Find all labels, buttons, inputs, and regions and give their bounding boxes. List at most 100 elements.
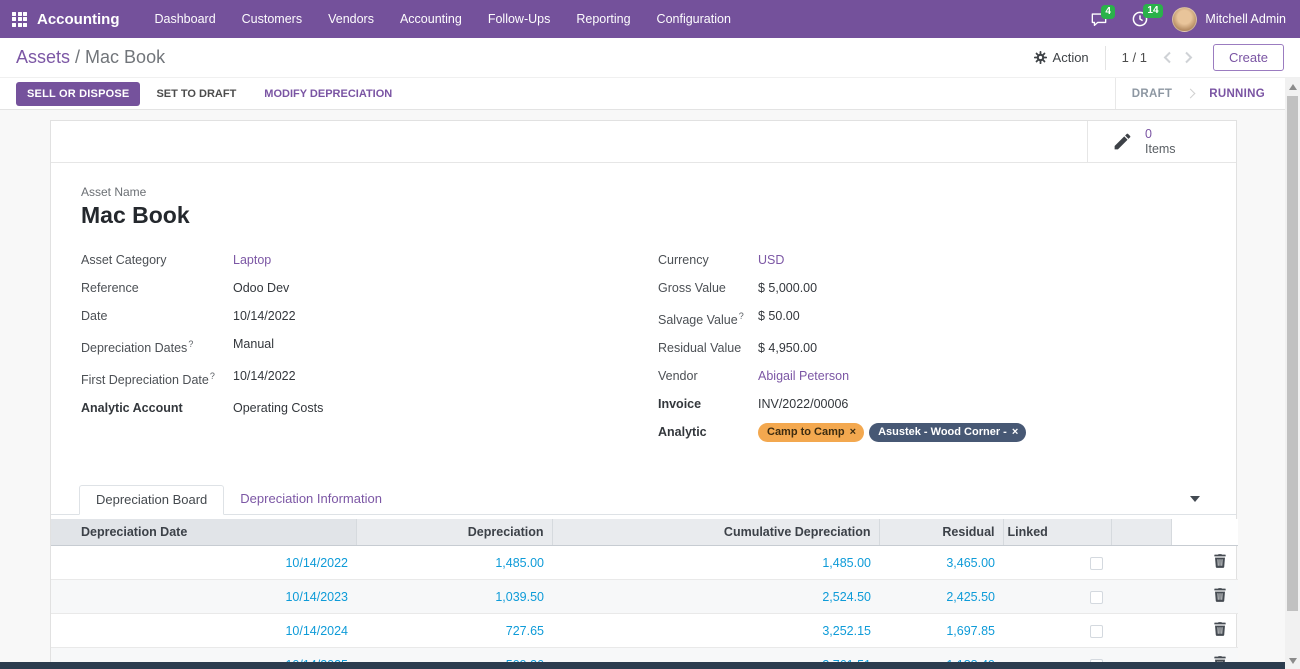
trash-icon [1214, 588, 1226, 603]
field-label: Asset Category [81, 253, 167, 267]
dropdown-caret-icon[interactable] [1190, 496, 1200, 502]
first-depreciation-date-value[interactable]: 10/14/2022 [233, 369, 296, 384]
depreciation-dates-value[interactable]: Manual [233, 337, 274, 351]
cumulative-amount[interactable]: 3,252.15 [822, 623, 871, 638]
depreciation-date-link[interactable]: 10/14/2024 [285, 623, 348, 638]
items-stat-button[interactable]: 0 Items [1087, 121, 1236, 162]
depreciation-date-link[interactable]: 10/14/2023 [285, 589, 348, 604]
invoice-value[interactable]: INV/2022/00006 [758, 397, 849, 412]
depreciation-date-link[interactable]: 10/14/2022 [285, 555, 348, 570]
tag-close-icon[interactable]: × [849, 425, 857, 438]
chevron-right-icon [1185, 51, 1193, 64]
nav-item-customers[interactable]: Customers [241, 12, 303, 26]
nav-item-vendors[interactable]: Vendors [328, 12, 374, 26]
header-linked[interactable]: Linked [1003, 519, 1112, 547]
nav-item-configuration[interactable]: Configuration [656, 12, 731, 26]
modify-depreciation-button[interactable]: MODIFY DEPRECIATION [252, 82, 404, 106]
delete-row-button[interactable] [1210, 622, 1230, 639]
table-row[interactable]: 10/14/2023 1,039.50 2,524.50 2,425.50 [51, 579, 1238, 615]
action-menu-button[interactable]: Action [1033, 50, 1089, 65]
scrollbar-up-arrow[interactable] [1285, 79, 1300, 94]
analytic-tag: Asustek - Wood Corner - × [869, 423, 1027, 443]
tag-close-icon[interactable]: × [1011, 425, 1019, 438]
residual-amount[interactable]: 1,697.85 [946, 623, 995, 638]
header-cumulative-depreciation[interactable]: Cumulative Depreciation [552, 519, 880, 547]
vendor-link[interactable]: Abigail Peterson [758, 369, 850, 384]
reference-value[interactable]: Odoo Dev [233, 281, 290, 295]
asset-category-link[interactable]: Laptop [233, 253, 272, 267]
status-arrow-separator [1185, 88, 1196, 99]
header-residual[interactable]: Residual [879, 519, 1004, 547]
field-residual-value: Residual Value $ 4,950.00 [658, 339, 1206, 358]
vertical-scrollbar[interactable] [1285, 78, 1300, 669]
header-trash [1171, 519, 1238, 547]
activities-button[interactable]: 14 [1132, 4, 1163, 27]
nav-item-accounting[interactable]: Accounting [399, 12, 462, 26]
activities-badge: 14 [1143, 4, 1163, 18]
create-button[interactable]: Create [1212, 44, 1284, 71]
field-label: Invoice [658, 397, 702, 412]
field-label: Analytic Account [81, 401, 183, 416]
field-label: Gross Value [658, 281, 726, 295]
pager-next-button[interactable] [1178, 49, 1199, 66]
date-value[interactable]: 10/14/2022 [233, 309, 296, 323]
right-field-column: Currency USD Gross Value $ 5,000.00 Salv… [658, 251, 1206, 451]
asset-name-value[interactable]: Mac Book [81, 202, 190, 228]
scrollbar-down-arrow[interactable] [1285, 653, 1300, 668]
help-tooltip-icon: ? [209, 371, 215, 382]
scrollbar-thumb[interactable] [1287, 96, 1298, 611]
pencil-icon [1114, 133, 1131, 150]
residual-amount[interactable]: 2,425.50 [946, 589, 995, 604]
tab-depreciation-board[interactable]: Depreciation Board [79, 485, 225, 516]
gross-value[interactable]: $ 5,000.00 [758, 281, 818, 295]
depreciation-amount[interactable]: 1,039.50 [495, 589, 544, 604]
delete-row-button[interactable] [1210, 554, 1230, 571]
left-field-column: Asset Category Laptop Reference Odoo Dev… [81, 251, 658, 451]
header-depreciation-date[interactable]: Depreciation Date [51, 519, 357, 547]
field-date: Date 10/14/2022 [81, 307, 658, 326]
header-depreciation[interactable]: Depreciation [356, 519, 553, 547]
user-avatar[interactable] [1172, 6, 1198, 32]
messages-button[interactable]: 4 [1090, 4, 1115, 27]
user-name[interactable]: Mitchell Admin [1205, 12, 1286, 26]
statusbar-buttons: SELL OR DISPOSE SET TO DRAFT MODIFY DEPR… [16, 78, 404, 109]
breadcrumb-current: Mac Book [85, 47, 166, 67]
sell-or-dispose-button[interactable]: SELL OR DISPOSE [16, 81, 141, 106]
set-to-draft-button[interactable]: SET TO DRAFT [144, 82, 248, 106]
linked-checkbox[interactable] [1090, 556, 1103, 570]
table-row[interactable]: 10/14/2024 727.65 3,252.15 1,697.85 [51, 613, 1238, 649]
delete-row-button[interactable] [1210, 588, 1230, 605]
pager-previous-button[interactable] [1157, 49, 1178, 66]
gear-icon [1033, 51, 1047, 64]
field-salvage-value: Salvage Value? $ 50.00 [658, 307, 1206, 330]
linked-checkbox[interactable] [1090, 624, 1103, 638]
action-label: Action [1052, 50, 1089, 65]
table-row[interactable]: 10/14/2022 1,485.00 1,485.00 3,465.00 [51, 545, 1238, 581]
tab-depreciation-information[interactable]: Depreciation Information [240, 491, 382, 507]
residual-amount[interactable]: 3,465.00 [946, 555, 995, 570]
cumulative-amount[interactable]: 2,524.50 [822, 589, 871, 604]
stat-text: 0 Items [1145, 127, 1176, 157]
status-running[interactable]: RUNNING [1209, 87, 1265, 100]
form-page: 0 Items Asset Name Mac Book Asset Catego… [0, 110, 1300, 669]
field-asset-category: Asset Category Laptop [81, 251, 658, 270]
divider [1104, 45, 1106, 70]
currency-link[interactable]: USD [758, 253, 785, 267]
depreciation-amount[interactable]: 727.65 [505, 623, 544, 638]
cumulative-amount[interactable]: 1,485.00 [822, 555, 871, 570]
depreciation-amount[interactable]: 1,485.00 [495, 555, 544, 570]
analytic-account-value[interactable]: Operating Costs [233, 401, 324, 416]
nav-item-follow-ups[interactable]: Follow-Ups [487, 12, 551, 26]
nav-item-dashboard[interactable]: Dashboard [154, 12, 216, 26]
status-draft[interactable]: DRAFT [1131, 87, 1173, 100]
field-label: Depreciation Dates? [81, 335, 233, 358]
chevron-left-icon [1163, 51, 1171, 64]
app-name[interactable]: Accounting [37, 10, 120, 28]
salvage-value[interactable]: $ 50.00 [758, 309, 800, 323]
linked-checkbox[interactable] [1090, 590, 1103, 604]
nav-item-reporting[interactable]: Reporting [576, 12, 631, 26]
breadcrumb-parent-link[interactable]: Assets [16, 47, 71, 67]
field-reference: Reference Odoo Dev [81, 279, 658, 298]
pager-counter[interactable]: 1 / 1 [1121, 50, 1147, 65]
apps-grid-icon[interactable] [12, 11, 27, 27]
